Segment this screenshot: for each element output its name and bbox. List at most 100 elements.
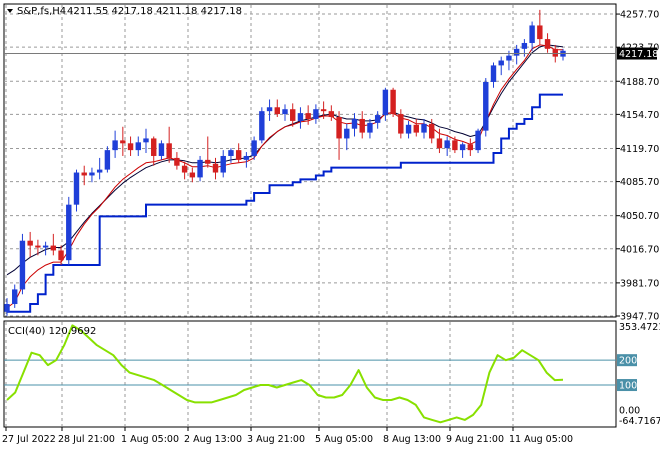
candle-body (181, 165, 188, 173)
candle-body (374, 115, 381, 123)
candle-body (166, 143, 172, 158)
candle-body (266, 107, 273, 112)
candle-body (459, 144, 466, 151)
candle-body (4, 304, 10, 312)
candle-body (228, 150, 234, 156)
candle-body (529, 25, 535, 43)
time-label: 5 Aug 05:00 (315, 434, 373, 445)
candle-body (12, 289, 18, 305)
cci-tick-label: 353.4721 (619, 322, 660, 333)
candle-body (73, 172, 80, 205)
candle-body (544, 39, 551, 49)
candle-body (89, 172, 95, 176)
time-label: 8 Aug 13:00 (383, 434, 441, 445)
candle-body (305, 113, 311, 119)
cci-level-badge (617, 354, 637, 367)
candle-body (344, 128, 350, 139)
candle-body (50, 245, 57, 251)
candle-body (452, 140, 458, 151)
price-grid (4, 5, 616, 317)
candle-body (290, 109, 296, 121)
candle-body (398, 114, 404, 134)
candle-body (27, 240, 33, 246)
cci-line (6, 324, 564, 424)
candle-body (552, 48, 558, 57)
support-trace (7, 93, 563, 313)
time-label: 27 Jul 2022 (2, 434, 56, 445)
candle-body (475, 130, 481, 151)
candle-body (506, 55, 512, 61)
support-line (7, 93, 563, 313)
ohlc-label: 4211.55 4217.18 4211.18 4217.18 (67, 6, 242, 17)
candle-body (35, 245, 41, 248)
price-tick-label: 4050.70 (620, 211, 659, 222)
candle-body (174, 157, 180, 166)
price-tick-label: 3981.70 (620, 278, 659, 289)
candle-body (429, 123, 435, 139)
candle-body (328, 111, 335, 118)
candle-body (112, 140, 118, 151)
cci-tick-label: 0.00 (619, 405, 640, 416)
candle-body (297, 113, 304, 121)
current-price-label: 4217.18 (619, 49, 658, 60)
candle-body (483, 81, 489, 131)
cci-axis: 353.4721 200 100 0.00-64.7167 (617, 322, 660, 427)
price-tick-label: 4257.70 (620, 10, 659, 21)
cci-panel[interactable] (3, 320, 617, 428)
candle-body (490, 65, 497, 82)
price-tick-label: 4154.70 (620, 110, 659, 121)
candle-body (382, 89, 389, 116)
candle-body (120, 140, 126, 144)
candle-body (359, 118, 365, 133)
time-label: 3 Aug 21:00 (247, 434, 305, 445)
cci-tick-label: 200 (619, 356, 637, 367)
candle-body (189, 172, 196, 178)
cci-grid (5, 322, 514, 426)
candle-body (151, 138, 157, 156)
cci-level-badge (617, 379, 637, 392)
time-label: 11 Aug 05:00 (509, 434, 573, 445)
candle-body (498, 60, 504, 66)
candle-body (220, 155, 226, 173)
price-tick-label: 4085.70 (620, 177, 659, 188)
candle-body (405, 124, 412, 134)
candle-body (282, 109, 288, 115)
cci-indicator-label: CCI(40) 120.9692 (8, 326, 96, 337)
candle-body (197, 159, 203, 178)
candle-body (135, 142, 141, 151)
current-price-badge (617, 47, 657, 60)
candle-body (143, 138, 149, 143)
cci-trace (6, 324, 564, 424)
candle-body (205, 159, 211, 164)
candlestick-series (4, 9, 566, 316)
time-axis: 27 Jul 2022 28 Jul 21:00 1 Aug 05:00 2 Aug … (2, 427, 573, 445)
candle-body (66, 204, 72, 261)
candle-body (212, 163, 219, 173)
time-label: 28 Jul 21:00 (58, 434, 115, 445)
candle-body (444, 140, 450, 149)
time-label: 9 Aug 21:00 (446, 434, 504, 445)
candle-body (42, 245, 49, 248)
candle-body (58, 250, 64, 261)
candle-body (158, 143, 165, 156)
candle-body (235, 150, 242, 160)
candle-body (537, 25, 543, 40)
time-label: 2 Aug 13:00 (184, 434, 242, 445)
candle-body (96, 169, 103, 173)
candle-body (251, 140, 257, 156)
candle-body (81, 172, 87, 176)
candle-body (274, 107, 280, 115)
candle-body (259, 111, 265, 141)
candle-body (19, 240, 26, 290)
time-label: 1 Aug 05:00 (121, 434, 179, 445)
candle-body (336, 117, 342, 139)
dropdown-triangle-icon[interactable] (7, 9, 13, 13)
price-tick-label: 4119.70 (620, 144, 659, 155)
candle-body (313, 109, 319, 119)
candle-body (436, 138, 443, 149)
candle-body (413, 124, 419, 133)
candle-body (104, 150, 111, 170)
price-tick-label: 4016.70 (620, 244, 659, 255)
candle-body (467, 144, 474, 151)
